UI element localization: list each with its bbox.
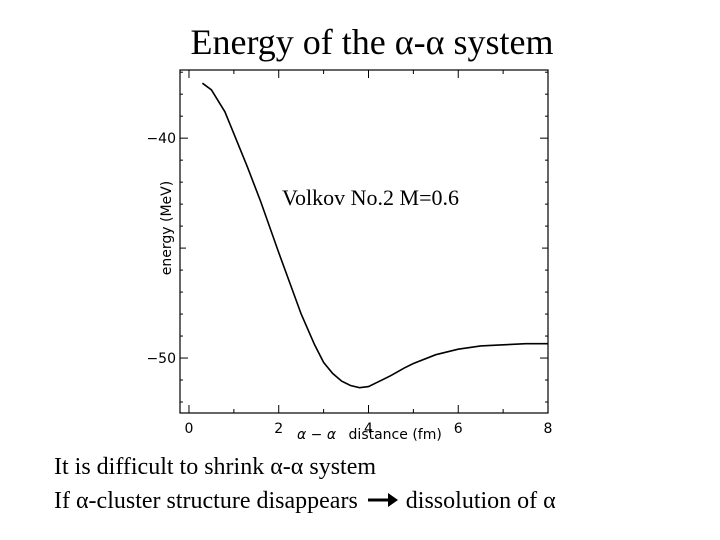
x-axis-label-distance: distance (fm) [349, 427, 442, 443]
caption-line-2: If α-cluster structure disappears dissol… [54, 486, 556, 516]
energy-curve-layer [201, 82, 548, 389]
plot-frame [179, 69, 549, 414]
caption-line-2-end: dissolution of α [405, 488, 556, 514]
x-tick-label: 0 [185, 421, 194, 437]
potential-annotation: Volkov No.2 M=0.6 [282, 185, 459, 210]
axis-ticks: 0 2 4 6 8 −40 −50 [146, 70, 552, 437]
x-tick-label: 4 [364, 421, 373, 437]
x-tick-label: 2 [274, 421, 283, 437]
x-axis-label-alpha: α − α [297, 427, 337, 443]
y-tick-label: −50 [146, 351, 176, 367]
slide-title: Energy of the α-α system [190, 22, 554, 62]
caption-line-2-start: If α-cluster structure disappears [54, 488, 358, 514]
x-tick-label: 6 [454, 421, 463, 437]
x-axis-label: α − α distance (fm) [297, 427, 442, 443]
caption-line-1: It is difficult to shrink α-α system [54, 454, 377, 480]
y-tick-label: −40 [146, 131, 176, 147]
energy-curve [201, 82, 548, 389]
x-tick-label: 8 [544, 421, 553, 437]
y-axis-label: energy (MeV) [159, 181, 175, 275]
right-arrow-icon [367, 493, 398, 507]
